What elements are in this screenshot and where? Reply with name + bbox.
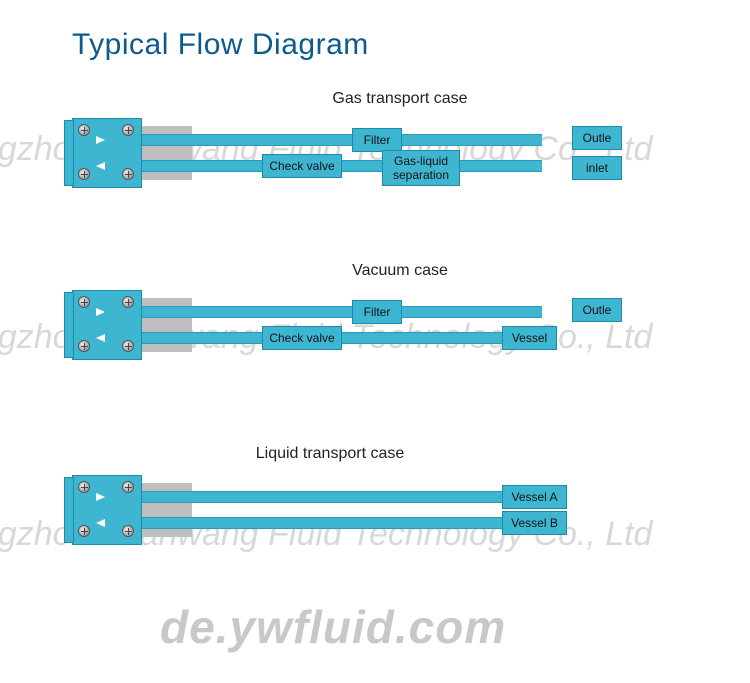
- screw-icon: [78, 481, 90, 493]
- vacuum-checkvalve-box: Check valve: [262, 326, 342, 350]
- gas-gasliquid-box: Gas-liquid separation: [382, 150, 460, 186]
- arrow-in-icon: [96, 519, 105, 527]
- vacuum-pump-side: [64, 292, 74, 358]
- screw-icon: [122, 168, 134, 180]
- gas-pipe-bot-1: [142, 160, 262, 172]
- gas-pipe-top-2: [402, 134, 542, 146]
- screw-icon: [122, 296, 134, 308]
- arrow-out-icon: [96, 308, 105, 316]
- diagram-title: Typical Flow Diagram: [72, 28, 369, 62]
- gas-diagram: Filter Outle Check valve Gas-liquid sepa…: [72, 118, 682, 208]
- screw-icon: [122, 525, 134, 537]
- screw-icon: [78, 168, 90, 180]
- gas-pump-side: [64, 120, 74, 186]
- gas-filter-box: Filter: [352, 128, 402, 152]
- screw-icon: [78, 340, 90, 352]
- screw-icon: [122, 124, 134, 136]
- vacuum-pipe-bot-2: [342, 332, 502, 344]
- vacuum-outlet-box: Outle: [572, 298, 622, 322]
- gas-section-title: Gas transport case: [250, 90, 550, 108]
- liquid-vessel-b-box: Vessel B: [502, 511, 567, 535]
- arrow-in-icon: [96, 162, 105, 170]
- gas-pipe-bot-3: [460, 160, 542, 172]
- vacuum-vessel-box: Vessel: [502, 326, 557, 350]
- screw-icon: [78, 124, 90, 136]
- liquid-vessel-a-box: Vessel A: [502, 485, 567, 509]
- vacuum-pipe-top-2: [402, 306, 542, 318]
- liquid-pump-side: [64, 477, 74, 543]
- screw-icon: [122, 481, 134, 493]
- arrow-in-icon: [96, 334, 105, 342]
- gas-checkvalve-box: Check valve: [262, 154, 342, 178]
- gas-pipe-top-1: [142, 134, 352, 146]
- liquid-section-title: Liquid transport case: [180, 445, 480, 463]
- vacuum-pipe-bot-1: [142, 332, 262, 344]
- screw-icon: [78, 296, 90, 308]
- arrow-out-icon: [96, 136, 105, 144]
- screw-icon: [122, 340, 134, 352]
- gas-inlet-box: inlet: [572, 156, 622, 180]
- vacuum-section-title: Vacuum case: [250, 262, 550, 280]
- vacuum-pipe-top-1: [142, 306, 352, 318]
- liquid-pipe-top: [142, 491, 502, 503]
- watermark-url: de.ywfluid.com: [160, 600, 506, 654]
- liquid-diagram: Vessel A Vessel B: [72, 475, 682, 565]
- vacuum-diagram: Filter Outle Check valve Vessel: [72, 290, 682, 380]
- vacuum-filter-box: Filter: [352, 300, 402, 324]
- screw-icon: [78, 525, 90, 537]
- gas-outlet-box: Outle: [572, 126, 622, 150]
- gas-pipe-bot-2: [342, 160, 382, 172]
- arrow-out-icon: [96, 493, 105, 501]
- liquid-pipe-bot: [142, 517, 502, 529]
